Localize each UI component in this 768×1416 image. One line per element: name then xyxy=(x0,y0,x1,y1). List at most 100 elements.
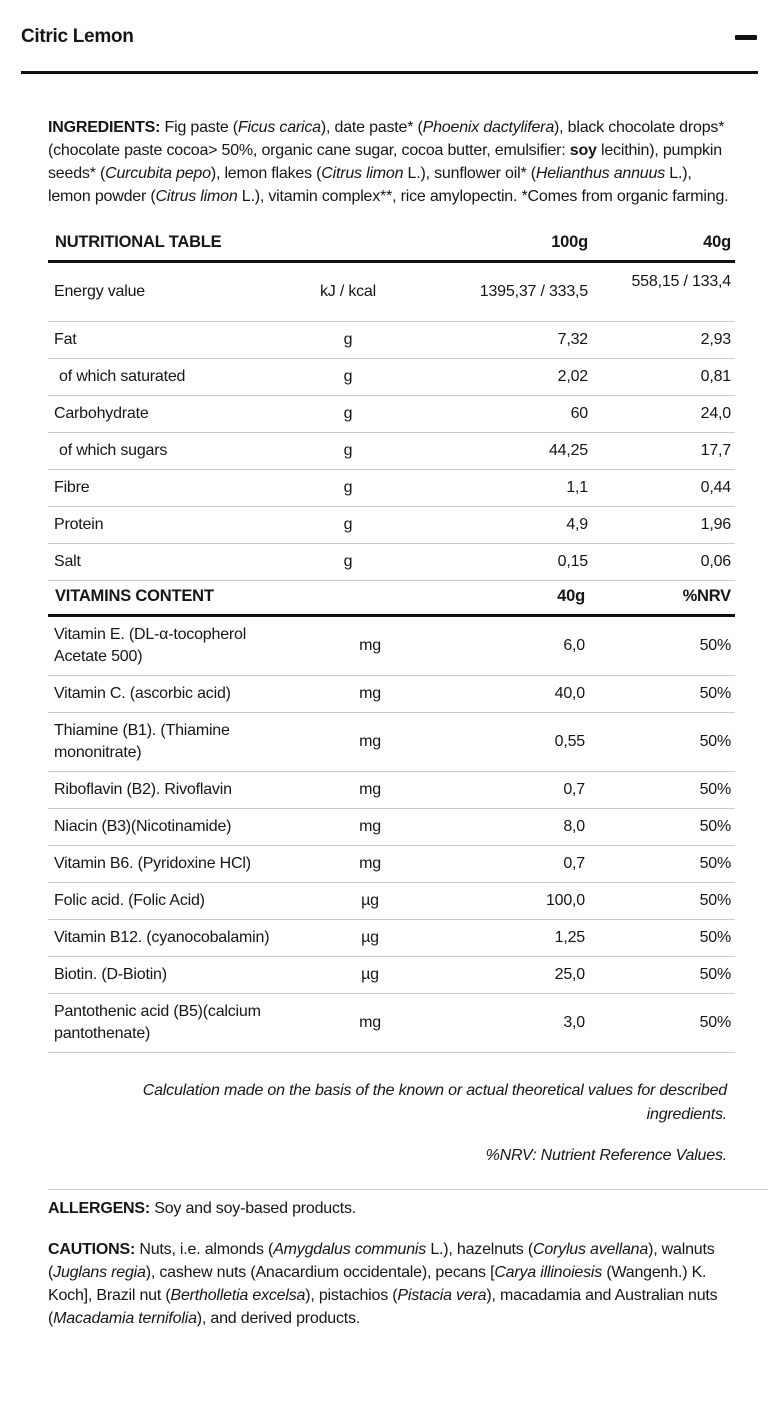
vitamin-unit: µg xyxy=(361,929,379,946)
value-per-100g: 60 xyxy=(570,405,589,422)
table-row: Pantothenic acid (B5)(calcium pantothena… xyxy=(48,994,735,1053)
column-header-40g: 40g xyxy=(557,587,585,605)
vitamin-name: Vitamin B12. (cyanocobalamin) xyxy=(54,929,270,946)
vitamin-unit: µg xyxy=(361,892,379,909)
value-per-40g: 1,96 xyxy=(700,516,732,533)
table-row: Thiamine (B1). (Thiamine mononitrate) mg 0… xyxy=(48,713,735,772)
allergens-divider xyxy=(48,1189,768,1190)
nutrient-unit: g xyxy=(343,479,353,496)
value-per-40g: 24,0 xyxy=(700,405,732,422)
value-per-40g: 25,0 xyxy=(554,966,586,983)
table-row: Vitamin E. (DL-α-tocopherol Acetate 500)… xyxy=(48,617,735,676)
table-row: Folic acid. (Folic Acid) µg 100,0 50% xyxy=(48,883,735,920)
nutritional-table-body: Energy value kJ / kcal 1395,37 / 333,5 558,… xyxy=(48,263,735,581)
value-per-40g: 6,0 xyxy=(563,637,585,654)
table-row: Vitamin C. (ascorbic acid) mg 40,0 50% xyxy=(48,676,735,713)
value-per-100g: 2,02 xyxy=(557,368,589,385)
value-per-40g: 0,44 xyxy=(700,479,732,496)
accordion-header[interactable]: Citric Lemon xyxy=(21,26,757,48)
value-nrv-percent: 50% xyxy=(699,966,732,983)
nutrient-unit: g xyxy=(343,331,353,348)
table-row: Biotin. (D-Biotin) µg 25,0 50% xyxy=(48,957,735,994)
table-row: Fat g 7,32 2,93 xyxy=(48,322,735,359)
vitamin-unit: mg xyxy=(359,637,381,654)
vitamin-name: Vitamin C. (ascorbic acid) xyxy=(54,685,231,702)
nrv-definition-note: %NRV: Nutrient Reference Values. xyxy=(485,1147,728,1164)
vitamin-name: Folic acid. (Folic Acid) xyxy=(54,892,205,909)
value-nrv-percent: 50% xyxy=(699,637,732,654)
vitamin-unit: mg xyxy=(359,1014,381,1031)
value-per-40g: 0,7 xyxy=(563,781,585,798)
table-row: Riboflavin (B2). Rivoflavin mg 0,7 50% xyxy=(48,772,735,809)
nutritional-table-header: NUTRITIONAL TABLE 100g 40g xyxy=(48,227,735,263)
nutrient-name: Fat xyxy=(54,331,77,348)
value-nrv-percent: 50% xyxy=(699,781,732,798)
nutritional-table: NUTRITIONAL TABLE 100g 40g Energy value k… xyxy=(48,227,735,581)
vitamin-name: Riboflavin (B2). Rivoflavin xyxy=(54,781,232,798)
calculation-note: Calculation made on the basis of the kno… xyxy=(142,1082,727,1123)
nutrient-name: Fibre xyxy=(54,479,90,496)
value-per-40g: 0,55 xyxy=(554,733,586,750)
value-nrv-percent: 50% xyxy=(699,929,732,946)
table-row: of which sugars g 44,25 17,7 xyxy=(48,433,735,470)
ingredients-paragraph: INGREDIENTS: Fig paste (Ficus carica), d… xyxy=(48,119,729,205)
nutrient-unit: g xyxy=(343,368,353,385)
vitamin-name: Vitamin B6. (Pyridoxine HCl) xyxy=(54,855,251,872)
nutrient-unit: g xyxy=(343,405,353,422)
vitamin-name: Vitamin E. (DL-α-tocopherol Acetate 500) xyxy=(54,626,247,665)
nutrient-unit: g xyxy=(343,553,353,570)
collapse-minus-icon[interactable] xyxy=(735,34,757,40)
vitamin-unit: mg xyxy=(359,733,381,750)
nutrient-unit: g xyxy=(343,516,353,533)
value-per-40g: 17,7 xyxy=(700,442,732,459)
value-per-40g: 0,06 xyxy=(700,553,732,570)
nutrient-name: Energy value xyxy=(54,283,145,300)
vitamin-name: Biotin. (D-Biotin) xyxy=(54,966,167,983)
value-per-100g: 4,9 xyxy=(566,516,588,533)
value-per-40g: 100,0 xyxy=(545,892,585,909)
value-per-40g: 40,0 xyxy=(554,685,586,702)
nutritional-table-title: NUTRITIONAL TABLE xyxy=(55,233,222,251)
nutrient-name: Salt xyxy=(54,553,81,570)
value-nrv-percent: 50% xyxy=(699,855,732,872)
vitamins-table-title: VITAMINS CONTENT xyxy=(55,587,214,605)
nutrient-unit: kJ / kcal xyxy=(320,283,376,300)
value-per-100g: 44,25 xyxy=(548,442,588,459)
nutrient-name: of which saturated xyxy=(59,368,186,385)
page-title: Citric Lemon xyxy=(21,26,134,47)
value-nrv-percent: 50% xyxy=(699,892,732,909)
vitamin-unit: mg xyxy=(359,781,381,798)
value-nrv-percent: 50% xyxy=(699,685,732,702)
column-header-100g: 100g xyxy=(551,233,588,251)
vitamin-name: Pantothenic acid (B5)(calcium pantothena… xyxy=(54,1003,261,1042)
table-row: Vitamin B12. (cyanocobalamin) µg 1,25 50% xyxy=(48,920,735,957)
value-per-40g: 2,93 xyxy=(700,331,732,348)
vitamin-name: Thiamine (B1). (Thiamine mononitrate) xyxy=(54,722,230,761)
vitamins-table-body: Vitamin E. (DL-α-tocopherol Acetate 500)… xyxy=(48,617,735,1053)
vitamin-unit: mg xyxy=(359,818,381,835)
value-per-40g: 558,15 / 133,4 xyxy=(631,273,731,290)
value-per-100g: 1395,37 / 333,5 xyxy=(479,283,588,300)
vitamins-table-header: VITAMINS CONTENT 40g %NRV xyxy=(48,581,735,617)
value-per-100g: 1,1 xyxy=(566,479,588,496)
table-row: Vitamin B6. (Pyridoxine HCl) mg 0,7 50% xyxy=(48,846,735,883)
value-per-40g: 8,0 xyxy=(563,818,585,835)
column-header-nrv: %NRV xyxy=(682,587,732,605)
table-row: Protein g 4,9 1,96 xyxy=(48,507,735,544)
table-row: Carbohydrate g 60 24,0 xyxy=(48,396,735,433)
label-content: INGREDIENTS: Fig paste (Ficus carica), d… xyxy=(48,116,768,1330)
value-nrv-percent: 50% xyxy=(699,733,732,750)
value-per-100g: 0,15 xyxy=(557,553,589,570)
nutrient-name: Carbohydrate xyxy=(54,405,149,422)
table-row: Energy value kJ / kcal 1395,37 / 333,5 558,… xyxy=(48,263,735,322)
vitamins-table: VITAMINS CONTENT 40g %NRV Vitamin E. (DL… xyxy=(48,581,735,1053)
table-row: Salt g 0,15 0,06 xyxy=(48,544,735,581)
nutrient-name: of which sugars xyxy=(59,442,168,459)
cautions-paragraph: CAUTIONS: Nuts, i.e. almonds (Amygdalus … xyxy=(48,1241,718,1327)
value-per-40g: 1,25 xyxy=(554,929,586,946)
nutrient-unit: g xyxy=(343,442,353,459)
vitamin-unit: mg xyxy=(359,855,381,872)
value-per-40g: 0,7 xyxy=(563,855,585,872)
value-per-40g: 0,81 xyxy=(700,368,732,385)
table-row: Niacin (B3)(Nicotinamide) mg 8,0 50% xyxy=(48,809,735,846)
